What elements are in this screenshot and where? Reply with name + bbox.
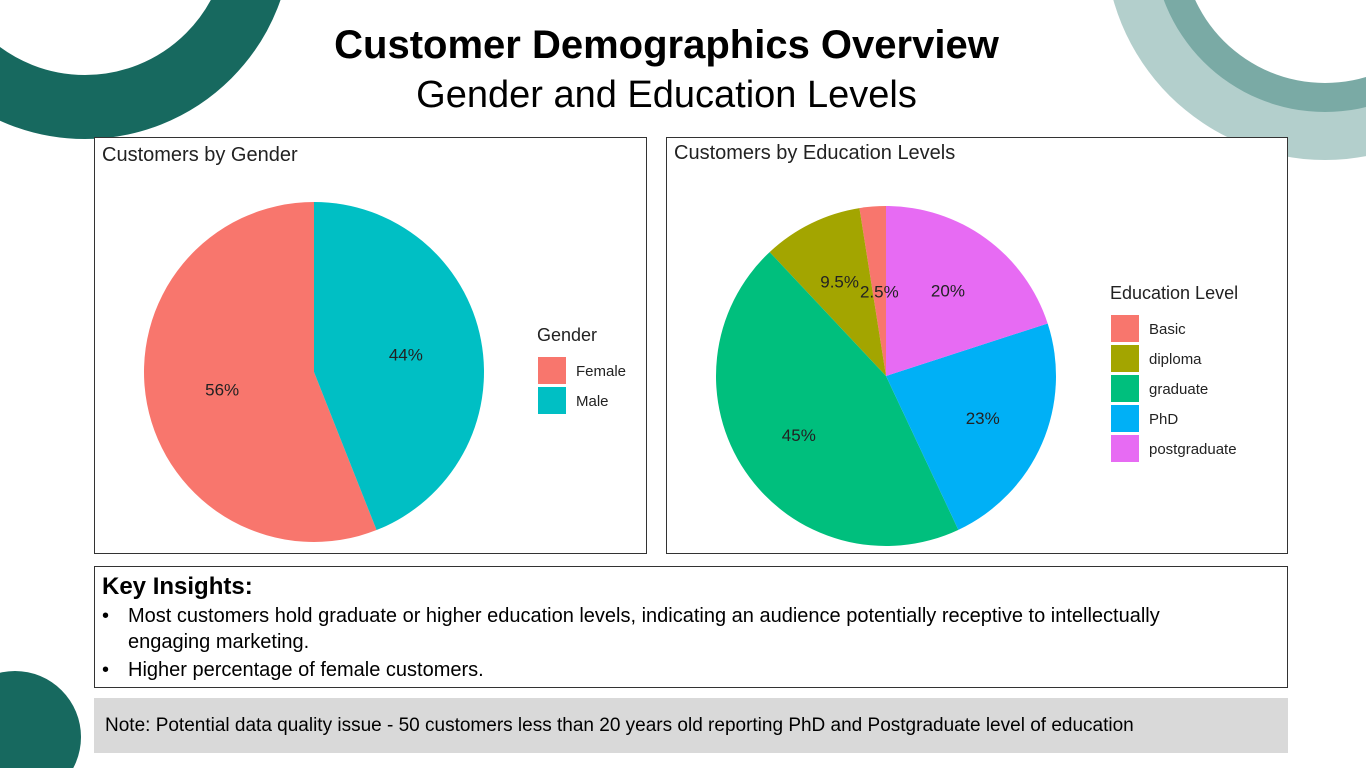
legend-label: Female: [576, 363, 626, 380]
legend-swatch: [1111, 435, 1139, 462]
pie-slice-diploma: [769, 208, 886, 376]
slice-label: 9.5%: [820, 272, 859, 291]
pie-slice-postgraduate: [886, 206, 1048, 376]
legend-label: graduate: [1149, 381, 1208, 398]
page-title: Customer Demographics Overview: [334, 23, 999, 67]
legend-label: PhD: [1149, 411, 1178, 428]
slice-label: 56%: [205, 381, 239, 400]
key-insights-title: Key Insights:: [102, 573, 253, 600]
slice-label: 2.5%: [860, 282, 899, 301]
legend-label: Basic: [1149, 321, 1186, 338]
legend-swatch: [1111, 345, 1139, 372]
gender-chart-panel: Customers by Gender 56% 44% Gender Female Ma…: [94, 137, 647, 554]
legend-title: Education Level: [1110, 283, 1238, 303]
gender-pie-chart: 56% 44% Gender Female Male: [144, 202, 626, 542]
slice-label: 44%: [389, 345, 423, 364]
legend-swatch: [1111, 405, 1139, 432]
legend-swatch: [1111, 315, 1139, 342]
bullet-icon: •: [102, 659, 110, 681]
legend-swatch: [538, 387, 566, 414]
insight-text: Most customers hold graduate or higher e…: [128, 605, 1160, 653]
bullet-icon: •: [102, 605, 110, 627]
slice-label: 23%: [966, 409, 1000, 428]
pie-slice-graduate: [716, 252, 959, 547]
legend-label: Male: [576, 393, 609, 410]
key-insights-box: Key Insights: • Most customers hold gradu…: [94, 566, 1288, 688]
legend-label: diploma: [1149, 351, 1202, 368]
pie-slice-male: [314, 202, 485, 531]
data-quality-note: Note: Potential data quality issue - 50 …: [94, 698, 1288, 753]
bottom-left-circle: [0, 671, 81, 768]
legend-label: postgraduate: [1149, 441, 1237, 458]
key-insights-list: • Most customers hold graduate or higher …: [102, 603, 1202, 685]
legend-swatch: [538, 357, 566, 384]
pie-slice-phd: [886, 323, 1056, 530]
slice-label: 45%: [782, 426, 816, 445]
legend-swatch: [1111, 375, 1139, 402]
list-item: • Higher percentage of female customers.: [102, 657, 1202, 683]
legend-title: Gender: [537, 325, 597, 345]
education-chart-panel: Customers by Education Levels 2.5% 9.5% 45…: [666, 137, 1288, 554]
pie-slice-basic: [859, 206, 886, 376]
slice-label: 20%: [931, 282, 965, 301]
list-item: • Most customers hold graduate or higher …: [102, 603, 1202, 655]
page-subtitle: Gender and Education Levels: [416, 74, 917, 116]
insight-text: Higher percentage of female customers.: [128, 659, 484, 681]
education-pie-chart: 2.5%9.5% 45% 23% 20% Education Level Basic dip…: [716, 206, 1238, 547]
education-chart-title: Customers by Education Levels: [674, 142, 956, 164]
pie-slice-female: [144, 202, 377, 542]
gender-chart-title: Customers by Gender: [102, 144, 298, 166]
